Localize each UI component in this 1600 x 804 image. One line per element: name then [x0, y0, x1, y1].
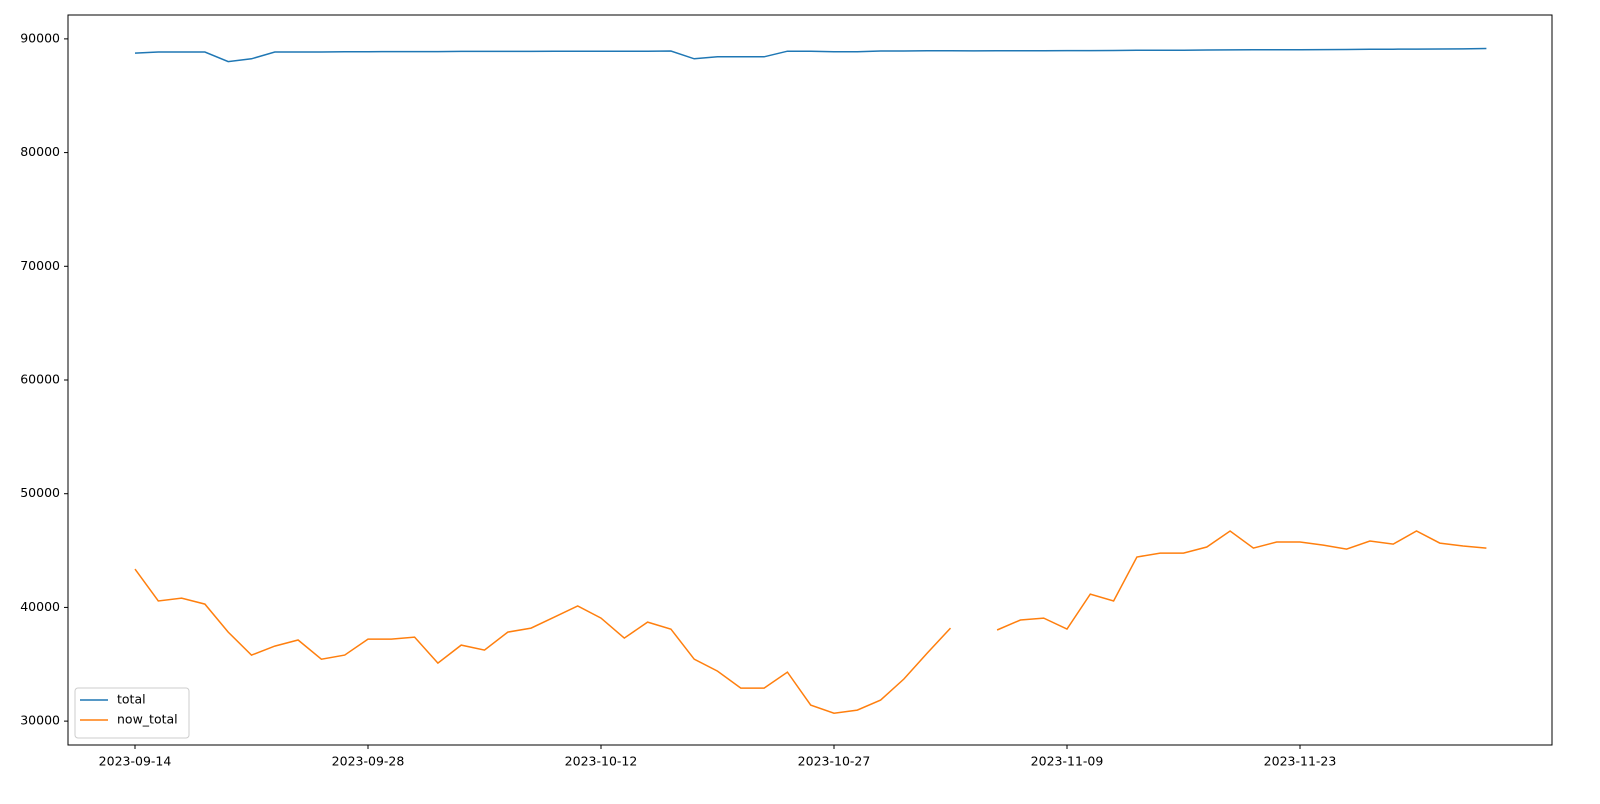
y-tick-label: 50000 — [20, 485, 60, 500]
y-tick-label: 30000 — [20, 713, 60, 728]
x-tick-label: 2023-09-14 — [99, 754, 172, 769]
series-line — [134, 47, 1487, 63]
plot-frame — [67, 14, 1553, 746]
x-tick-label: 2023-11-09 — [1031, 754, 1104, 769]
x-tick-label: 2023-10-12 — [565, 754, 638, 769]
legend-label: total — [117, 692, 146, 707]
y-tick-label: 60000 — [20, 372, 60, 387]
y-tick-label: 80000 — [20, 144, 60, 159]
y-tick-label: 40000 — [20, 599, 60, 614]
y-tick-label: 70000 — [20, 258, 60, 273]
x-tick-label: 2023-10-27 — [798, 754, 871, 769]
x-tick-label: 2023-09-28 — [332, 754, 405, 769]
legend-label: now_total — [117, 712, 178, 727]
y-tick-label: 90000 — [20, 30, 60, 45]
series-line — [134, 530, 1487, 714]
x-tick-label: 2023-11-23 — [1264, 754, 1337, 769]
